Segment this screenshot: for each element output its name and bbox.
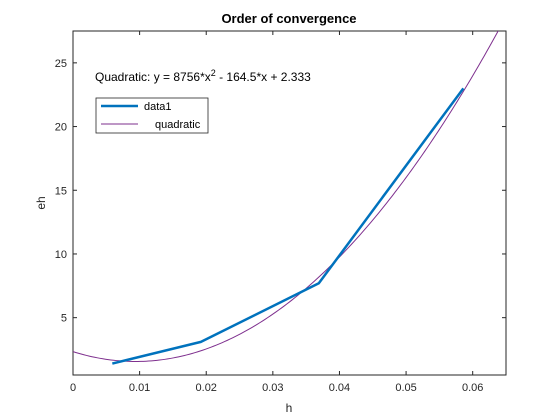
plot-clip-group [73,31,499,365]
legend[interactable]: data1 quadratic [95,97,209,134]
x-tick-label: 0.03 [262,382,283,394]
x-tick-label: 0.04 [329,382,350,394]
legend-label-quadratic: quadratic [155,119,201,131]
y-tick-label: 20 [55,122,67,134]
y-tick-label: 15 [55,185,67,197]
x-tick-label: 0.02 [196,382,217,394]
legend-label-data1: data1 [144,101,172,113]
x-tick-label: 0.05 [395,382,416,394]
x-axis-label: h [286,401,293,415]
y-tick-label: 10 [55,249,67,261]
x-tick-label: 0 [70,382,76,394]
series-data1-line [112,87,465,365]
y-axis-ticks: 5 10 15 20 25 [55,58,506,325]
fit-equation-annotation: Quadratic: y = 8756*x2 - 164.5*x + 2.333 [95,68,311,84]
x-tick-label: 0.06 [462,382,483,394]
legend-box [95,97,209,134]
fit-equation-suffix: - 164.5*x + 2.333 [216,70,311,84]
series-quadratic-line [73,31,499,362]
plot-area [72,30,507,376]
chart-title: Order of convergence [221,11,356,26]
y-tick-label: 25 [55,58,67,70]
x-axis-ticks: 0 0.01 0.02 0.03 0.04 0.05 0.06 [70,31,483,394]
fit-equation-prefix: Quadratic: y = 8756*x [95,70,211,84]
y-axis-label: eh [34,196,48,209]
fit-equation-superscript: 2 [211,68,216,78]
x-tick-label: 0.01 [129,382,150,394]
y-tick-label: 5 [61,313,67,325]
